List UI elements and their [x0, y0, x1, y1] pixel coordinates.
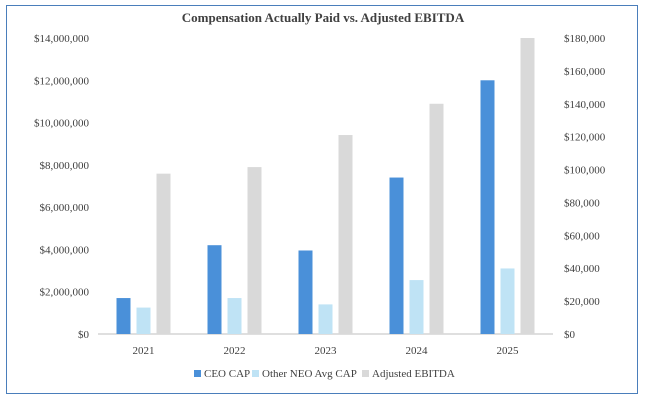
bar-other-neo-avg-cap [500, 268, 515, 334]
legend-swatch-adjusted-ebitda [362, 370, 369, 377]
right-tick-label: $180,000 [564, 33, 606, 45]
left-tick-label: $14,000,000 [34, 33, 90, 45]
bar-ceo-cap [116, 298, 131, 334]
left-tick-label: $0 [78, 329, 90, 341]
bar-adjusted-ebitda [338, 135, 353, 334]
right-tick-label: $140,000 [564, 99, 606, 111]
left-tick-label: $4,000,000 [40, 244, 90, 256]
x-tick-label: 2025 [497, 345, 520, 357]
legend-swatch-other-neo-avg-cap [252, 370, 259, 377]
right-tick-label: $0 [564, 329, 576, 341]
right-axis-ticks: $0 $20,000 $40,000 $60,000 $80,000 $100,000 $1… [564, 33, 606, 341]
bar-ceo-cap [207, 245, 222, 334]
right-tick-label: $120,000 [564, 132, 606, 144]
legend-label-adjusted-ebitda: Adjusted EBITDA [372, 368, 455, 380]
bar-other-neo-avg-cap [318, 304, 333, 334]
bar-ceo-cap [480, 80, 495, 335]
bar-adjusted-ebitda [247, 167, 262, 334]
bar-adjusted-ebitda [429, 103, 444, 335]
bars [116, 38, 535, 335]
bar-other-neo-avg-cap [136, 307, 151, 334]
bar-adjusted-ebitda [520, 38, 535, 334]
chart-title: Compensation Actually Paid vs. Adjusted … [182, 10, 465, 25]
right-tick-label: $160,000 [564, 66, 606, 78]
bar-other-neo-avg-cap [409, 280, 424, 334]
legend-swatch-ceo-cap [194, 370, 201, 377]
right-tick-label: $100,000 [564, 165, 606, 177]
x-axis-ticks: 2021 2022 2023 2024 2025 [133, 345, 520, 357]
left-tick-label: $8,000,000 [40, 160, 90, 172]
right-tick-label: $20,000 [564, 296, 600, 308]
bar-ceo-cap [389, 177, 404, 334]
left-tick-label: $6,000,000 [40, 202, 90, 214]
bar-adjusted-ebitda [156, 173, 171, 334]
right-tick-label: $40,000 [564, 263, 600, 275]
left-tick-label: $12,000,000 [34, 75, 90, 87]
x-tick-label: 2021 [133, 345, 155, 357]
x-tick-label: 2024 [406, 345, 429, 357]
x-tick-label: 2023 [315, 345, 338, 357]
right-tick-label: $60,000 [564, 230, 600, 242]
x-tick-label: 2022 [224, 345, 246, 357]
left-tick-label: $2,000,000 [40, 287, 90, 299]
right-tick-label: $80,000 [564, 197, 600, 209]
legend-label-other-neo-avg-cap: Other NEO Avg CAP [262, 368, 357, 380]
left-tick-label: $10,000,000 [34, 118, 90, 130]
bar-ceo-cap [298, 250, 313, 334]
bar-other-neo-avg-cap [227, 298, 242, 334]
left-axis-ticks: $0 $2,000,000 $4,000,000 $6,000,000 $8,000,0… [34, 33, 90, 341]
legend-label-ceo-cap: CEO CAP [204, 368, 250, 380]
legend: CEO CAP Other NEO Avg CAP Adjusted EBITDA [194, 368, 455, 380]
